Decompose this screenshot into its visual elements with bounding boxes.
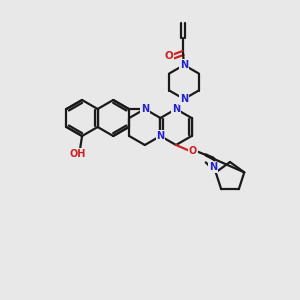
Text: N: N	[172, 104, 180, 114]
Text: O: O	[189, 146, 197, 156]
Text: N: N	[180, 60, 188, 70]
Text: O: O	[165, 51, 173, 61]
Text: N: N	[209, 162, 217, 172]
Text: N: N	[156, 131, 164, 141]
Text: OH: OH	[70, 149, 86, 159]
Text: N: N	[180, 60, 188, 70]
Text: OH: OH	[70, 149, 86, 159]
Polygon shape	[206, 155, 215, 161]
Text: N: N	[156, 131, 164, 141]
Text: N: N	[209, 162, 217, 172]
Text: N: N	[172, 104, 180, 114]
Text: O: O	[189, 146, 197, 156]
Text: N: N	[180, 94, 188, 104]
Text: N: N	[180, 94, 188, 104]
Text: N: N	[141, 104, 149, 114]
Text: O: O	[165, 51, 173, 61]
Text: N: N	[141, 104, 149, 114]
